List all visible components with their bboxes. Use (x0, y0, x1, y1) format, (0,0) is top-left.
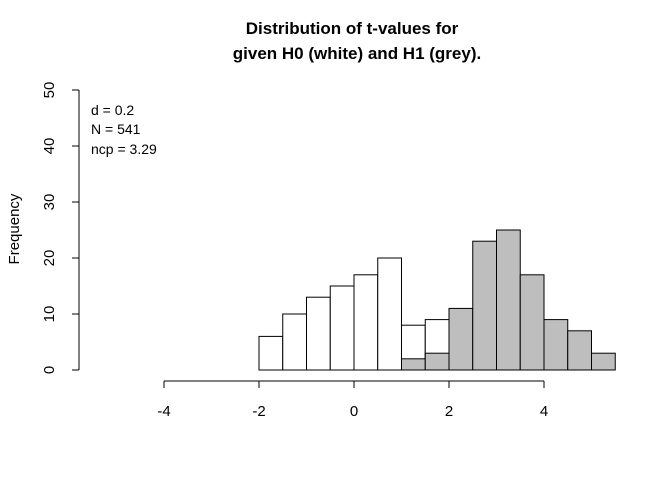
chart-title-line-1: Distribution of t-values for (246, 19, 459, 38)
h1-bar-0 (401, 358, 426, 371)
h1-bar-3 (472, 240, 497, 371)
h1-bar-7 (567, 330, 592, 371)
y-tick-label-5: 50 (41, 82, 58, 99)
x-tick-label-4: 4 (540, 403, 548, 420)
annotation-effect-size: d = 0.2 (91, 102, 134, 118)
x-tick-label-1: -2 (252, 403, 265, 420)
h1-bar-5 (519, 274, 545, 371)
annotation-ncp: ncp = 3.29 (91, 141, 157, 157)
x-tick-label-3: 2 (445, 403, 453, 420)
h1-bar-6 (543, 319, 569, 371)
h1-bar-4 (496, 229, 521, 371)
h0-bars (258, 257, 450, 371)
h1-bar-2 (448, 307, 474, 371)
h0-bar-4 (353, 274, 379, 371)
x-tick-label-2: 0 (350, 403, 358, 420)
y-tick-label-2: 20 (41, 250, 58, 267)
h1-bar-1 (424, 352, 450, 371)
y-tick-label-3: 30 (41, 194, 58, 211)
y-tick-label-1: 10 (41, 306, 58, 323)
h0-bar-1 (282, 313, 307, 371)
y-axis-label: Frequency (6, 193, 23, 264)
x-axis: -4 -2 0 2 4 (157, 380, 548, 420)
h0-bar-5 (377, 257, 402, 371)
y-tick-label-4: 40 (41, 138, 58, 155)
y-tick-label-0: 0 (41, 366, 58, 374)
y-axis: 0 10 20 30 40 50 (41, 82, 80, 374)
x-tick-label-0: -4 (157, 403, 170, 420)
h0-bar-0 (258, 335, 284, 371)
h1-bar-8 (591, 352, 616, 371)
h0-bar-3 (329, 285, 355, 371)
chart-title-line-2: given H0 (white) and H1 (grey). (233, 44, 481, 63)
h0-bar-2 (306, 296, 331, 371)
annotation-sample-size: N = 541 (91, 121, 141, 137)
h1-bars (401, 229, 616, 371)
